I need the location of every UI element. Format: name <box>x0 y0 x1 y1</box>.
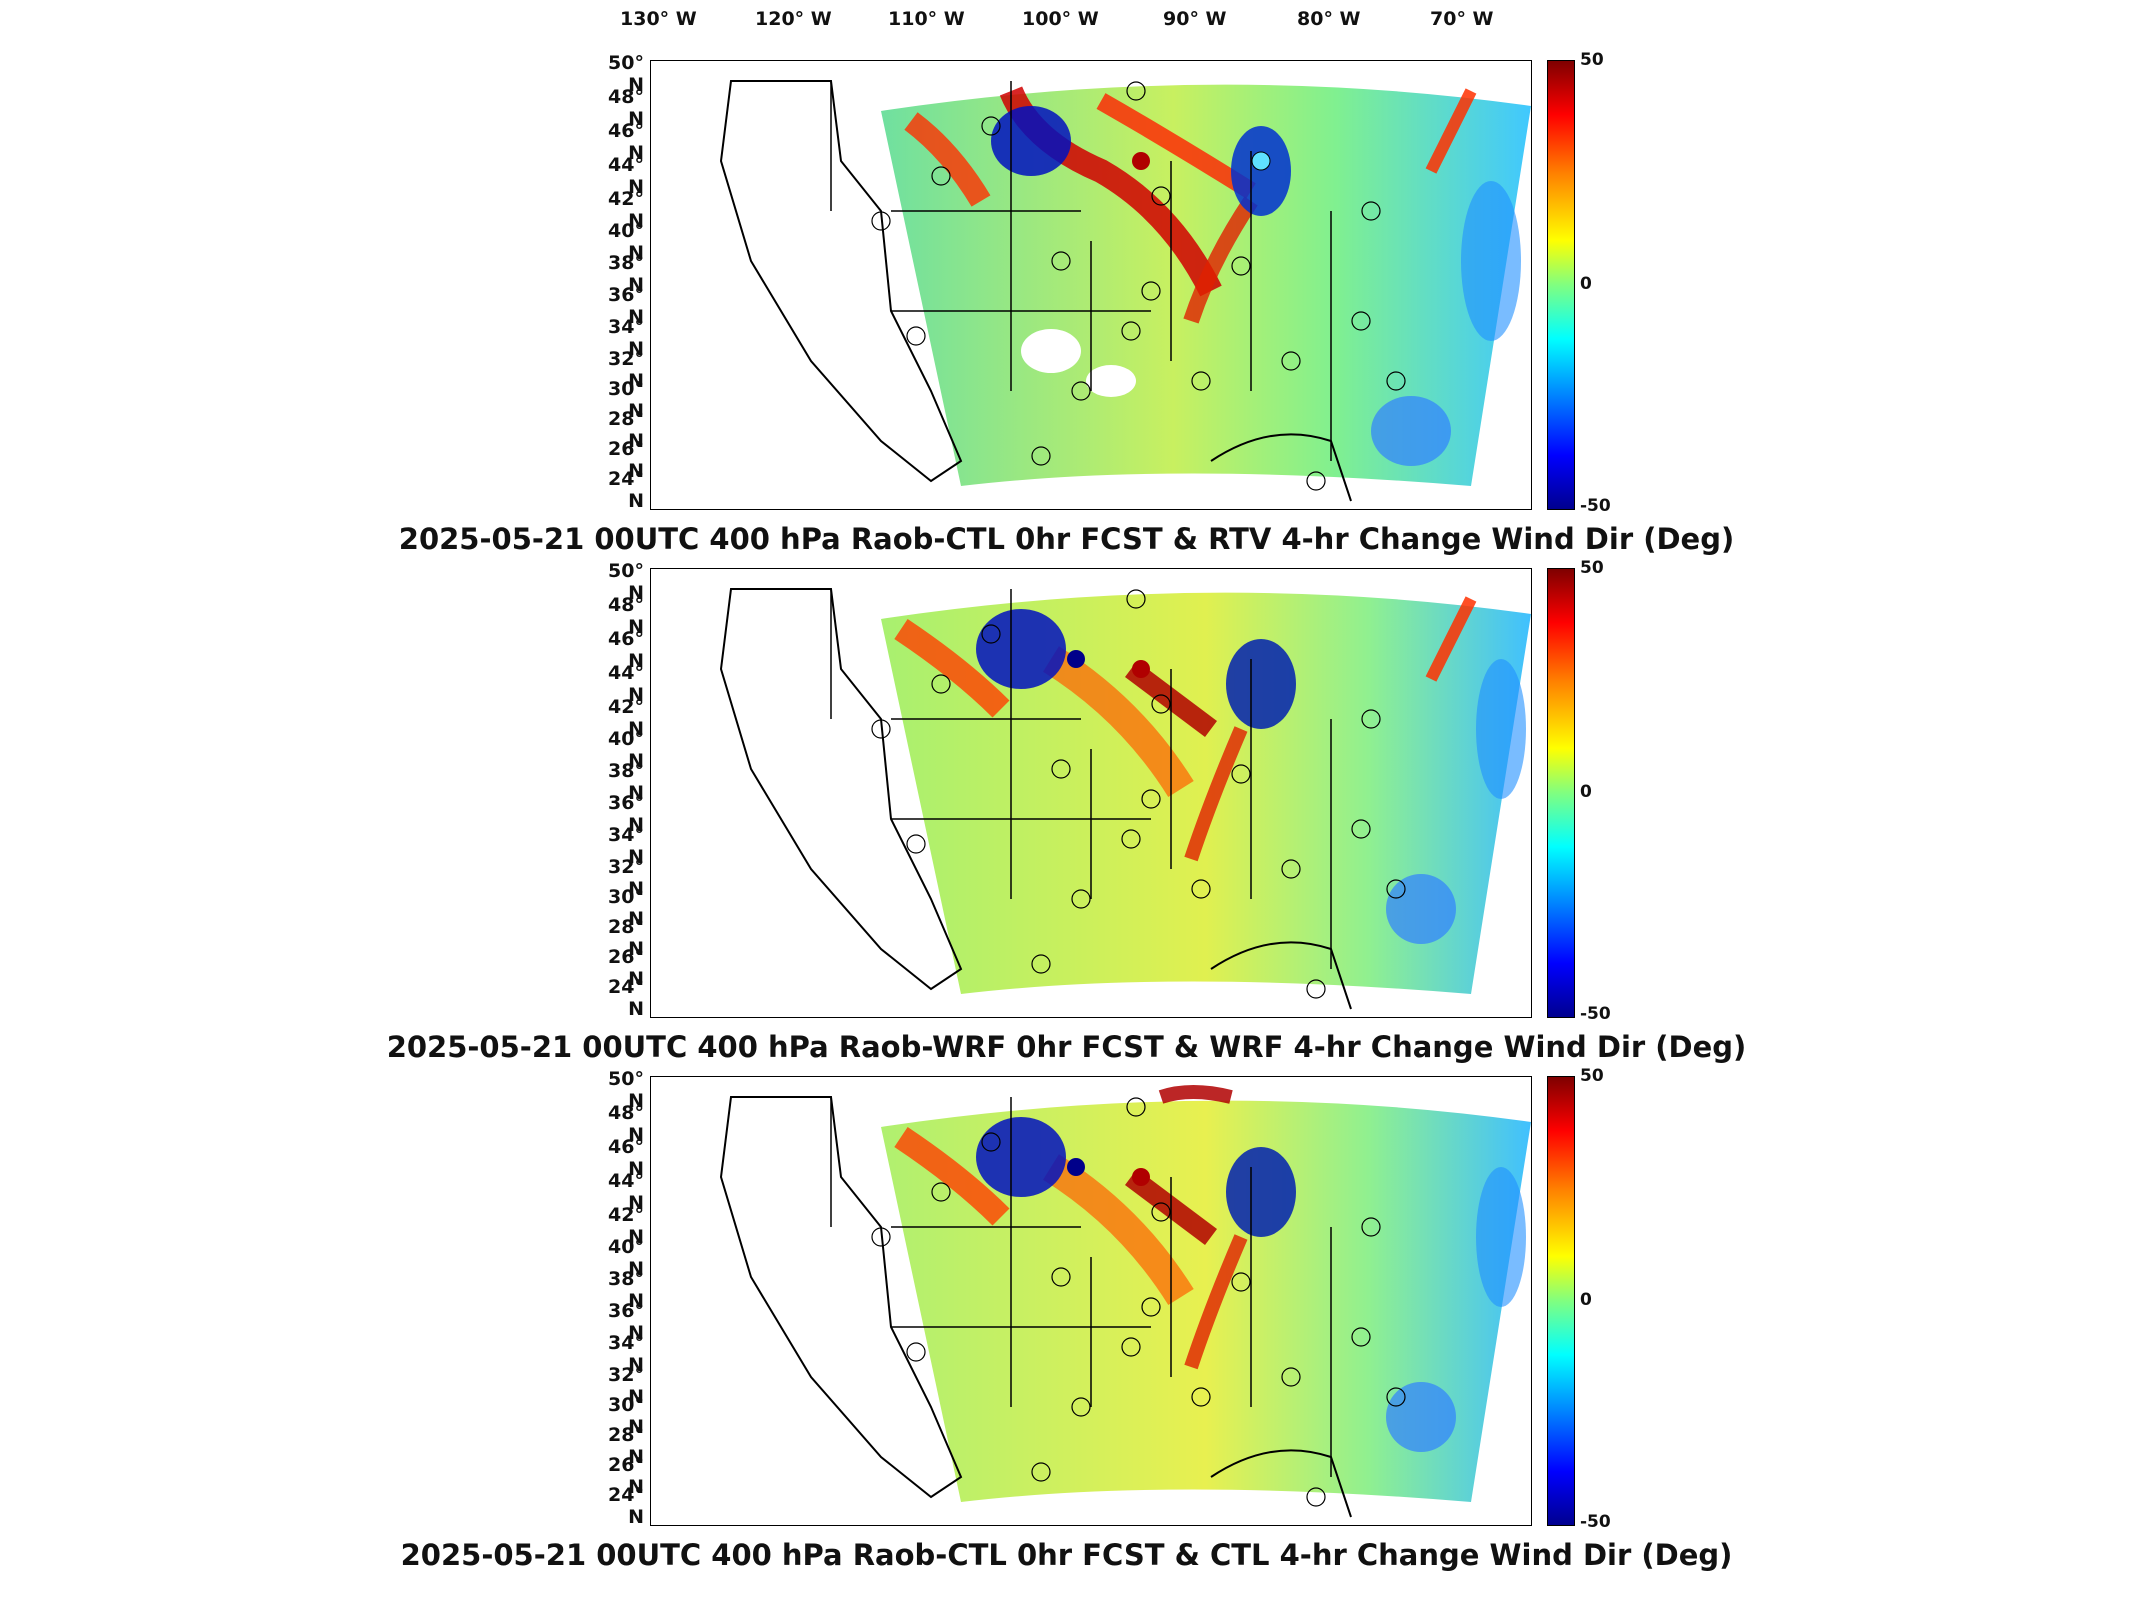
lat-label: 36° N <box>608 792 644 836</box>
lat-label: 30° N <box>608 378 644 422</box>
lat-label: 32° N <box>608 348 644 392</box>
lat-label: 44° N <box>608 662 644 706</box>
lon-label: 70° W <box>1430 8 1494 30</box>
map-area <box>650 1076 1532 1526</box>
map-area <box>650 60 1532 510</box>
lat-label: 42° N <box>608 188 644 232</box>
lat-label: 44° N <box>608 154 644 198</box>
longitude-axis: 130° W 120° W 110° W 100° W 90° W 80° W … <box>0 0 2133 40</box>
colorbar-max-label: 50 <box>1580 558 1604 578</box>
lat-label: 26° N <box>608 946 644 990</box>
lat-label: 28° N <box>608 408 644 452</box>
lat-label: 48° N <box>608 86 644 130</box>
lon-label: 90° W <box>1163 8 1227 30</box>
panel-title: 2025-05-21 00UTC 400 hPa Raob-WRF 0hr FC… <box>386 1030 1747 1064</box>
colorbar-max-label: 50 <box>1580 50 1604 70</box>
lat-label: 48° N <box>608 1102 644 1146</box>
lat-label: 50° N <box>608 52 644 96</box>
colorbar-min-label: -50 <box>1580 496 1611 516</box>
lat-label: 30° N <box>608 886 644 930</box>
lat-label: 46° N <box>608 1136 644 1180</box>
lat-label: 42° N <box>608 1204 644 1248</box>
lat-label: 48° N <box>608 594 644 638</box>
lon-label: 120° W <box>755 8 832 30</box>
lon-label: 130° W <box>620 8 697 30</box>
lat-label: 36° N <box>608 284 644 328</box>
lat-label: 50° N <box>608 1068 644 1112</box>
wind-direction-map <box>719 588 1531 1010</box>
lat-label: 36° N <box>608 1300 644 1344</box>
colorbar-min-label: -50 <box>1580 1512 1611 1532</box>
lat-label: 38° N <box>608 1268 644 1312</box>
lon-label: 100° W <box>1022 8 1099 30</box>
lat-label: 28° N <box>608 1424 644 1468</box>
wind-direction-map <box>719 80 1531 502</box>
lon-label: 110° W <box>888 8 965 30</box>
colorbar-mid-label: 0 <box>1580 782 1592 802</box>
lat-label: 40° N <box>608 728 644 772</box>
lat-label: 24° N <box>608 1484 644 1528</box>
panel-title: 2025-05-21 00UTC 400 hPa Raob-CTL 0hr FC… <box>398 522 1735 556</box>
lat-label: 46° N <box>608 628 644 672</box>
lon-label: 80° W <box>1297 8 1361 30</box>
lat-label: 34° N <box>608 316 644 360</box>
lat-label: 24° N <box>608 976 644 1020</box>
lat-label: 26° N <box>608 1454 644 1498</box>
wind-direction-map <box>719 1085 1531 1518</box>
lat-label: 40° N <box>608 1236 644 1280</box>
lat-label: 34° N <box>608 1332 644 1376</box>
lat-label: 42° N <box>608 696 644 740</box>
lat-label: 44° N <box>608 1170 644 1214</box>
colorbar-mid-label: 0 <box>1580 274 1592 294</box>
map-area <box>650 568 1532 1018</box>
colorbar-max-label: 50 <box>1580 1066 1604 1086</box>
lat-label: 38° N <box>608 252 644 296</box>
lat-label: 34° N <box>608 824 644 868</box>
colorbar-mid-label: 0 <box>1580 1290 1592 1310</box>
colorbar <box>1547 1076 1575 1526</box>
lat-label: 50° N <box>608 560 644 604</box>
lat-label: 46° N <box>608 120 644 164</box>
lat-label: 28° N <box>608 916 644 960</box>
lat-label: 32° N <box>608 856 644 900</box>
lat-label: 24° N <box>608 468 644 512</box>
colorbar <box>1547 60 1575 510</box>
colorbar <box>1547 568 1575 1018</box>
colorbar-min-label: -50 <box>1580 1004 1611 1024</box>
lat-label: 26° N <box>608 438 644 482</box>
lat-label: 32° N <box>608 1364 644 1408</box>
lat-label: 40° N <box>608 220 644 264</box>
panel-title: 2025-05-21 00UTC 400 hPa Raob-CTL 0hr FC… <box>400 1538 1733 1572</box>
lat-label: 30° N <box>608 1394 644 1438</box>
lat-label: 38° N <box>608 760 644 804</box>
